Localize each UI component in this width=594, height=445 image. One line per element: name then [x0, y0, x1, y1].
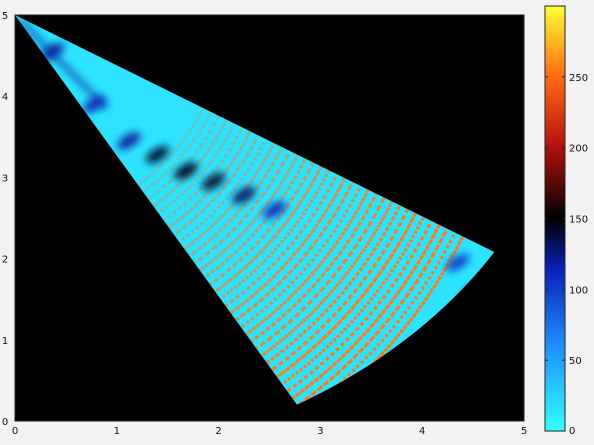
- colorbar-tick-label: 100: [569, 285, 588, 296]
- x-tick-label: 2: [215, 426, 221, 437]
- colorbar-tick-label: 150: [569, 215, 588, 226]
- colorbar-tick-label: 50: [569, 356, 582, 367]
- y-tick-label: 2: [2, 255, 8, 266]
- x-tick-label: 1: [114, 426, 120, 437]
- y-tick-label: 3: [2, 173, 8, 184]
- colorbar-tick-label: 200: [569, 144, 588, 155]
- x-axis: 0 1 2 3 4 5: [12, 426, 527, 437]
- x-tick-label: 5: [521, 426, 527, 437]
- x-tick-label: 0: [12, 426, 18, 437]
- colorbar-tick-label: 250: [569, 73, 588, 84]
- y-tick-label: 4: [2, 92, 8, 103]
- x-tick-label: 3: [317, 426, 323, 437]
- x-tick-label: 4: [419, 426, 425, 437]
- y-tick-label: 5: [2, 11, 8, 22]
- colorbar-tick-label: 0: [569, 426, 575, 437]
- y-axis: 0 1 2 3 4 5: [2, 11, 8, 428]
- y-tick-label: 0: [2, 417, 8, 428]
- y-tick-label: 1: [2, 336, 8, 347]
